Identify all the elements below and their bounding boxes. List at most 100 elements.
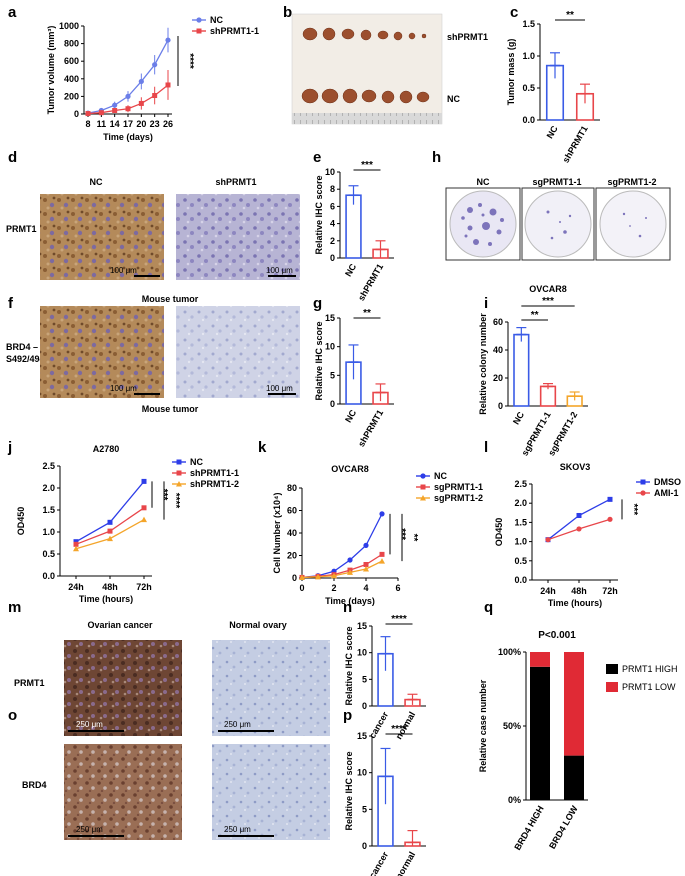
chart-title: SKOV3 [560, 462, 591, 472]
ihc-image-cancer-prmt1 [64, 640, 182, 736]
y-tick-label: 0.5 [42, 549, 55, 559]
data-point [576, 512, 582, 518]
scale-bar-label: 250 μm [76, 825, 103, 834]
x-tick-label: BRD4 HIGH [512, 804, 545, 852]
y-tick-label: 5 [362, 674, 367, 684]
x-tick-label: 8 [85, 119, 90, 129]
y-tick-label: 5 [330, 370, 335, 380]
y-tick-label: 10 [357, 768, 367, 778]
panel-letter-c: c [510, 4, 518, 21]
x-tick-label: 17 [123, 119, 133, 129]
panel-letter-d: d [8, 149, 17, 166]
plate-label-sg1: sgPRMT1-1 [532, 177, 581, 187]
ihc-image-sh-prmt1 [176, 194, 300, 280]
y-tick-label: 0.5 [514, 556, 527, 566]
data-point [363, 562, 369, 567]
significance-label: *** [542, 296, 554, 307]
ihc-row-prmt1-human: PRMT1 [14, 678, 45, 688]
y-tick-label: 50% [503, 721, 521, 731]
x-tick-label: 14 [110, 119, 120, 129]
significance-label: ** [363, 308, 371, 319]
panel-letter-a: a [8, 4, 17, 21]
x-tick-label: 72h [602, 586, 618, 596]
data-point [379, 511, 385, 517]
x-axis-label: Time (days) [325, 596, 375, 606]
y-tick-label: 60 [287, 506, 297, 516]
legend-label: NC [190, 457, 203, 467]
scale-bar-label: 250 μm [76, 720, 103, 729]
data-point [85, 111, 91, 117]
y-tick-label: 8 [330, 184, 335, 194]
y-tick-label: 10 [325, 342, 335, 352]
data-point [315, 573, 321, 580]
x-axis-label: Time (days) [103, 132, 153, 142]
x-tick-label: 23 [150, 119, 160, 129]
data-point [141, 516, 147, 523]
series-line [301, 513, 383, 579]
y-tick-label: 1.0 [522, 51, 535, 61]
data-point [363, 566, 369, 572]
stacked-bar-segment [530, 666, 550, 800]
data-point [165, 37, 171, 43]
scale-bar-label: 100 μm [266, 266, 293, 275]
y-tick-label: 0 [498, 401, 503, 411]
stacked-bar-segment [564, 652, 584, 756]
data-point [125, 93, 131, 99]
panel-letter-h: h [432, 149, 441, 166]
chart-title: OVCAR8 [331, 464, 369, 474]
legend-label: shPRMT1-1 [190, 468, 239, 478]
data-point [420, 484, 426, 490]
data-point [73, 545, 79, 552]
legend-label: NC [434, 471, 447, 481]
y-axis-label: Relative IHC score [314, 321, 324, 400]
y-tick-label: 2.0 [514, 498, 527, 508]
y-tick-label: 20 [493, 373, 503, 383]
x-tick-label: 72h [136, 582, 152, 592]
plate-label-sg2: sgPRMT1-2 [607, 177, 656, 187]
legend-label: shPRMT1-1 [210, 26, 259, 36]
y-tick-label: 0% [508, 795, 521, 805]
data-point [196, 17, 202, 23]
x-tick-label: 6 [395, 583, 400, 593]
legend-swatch [606, 682, 618, 692]
legend-label: shPRMT1-2 [190, 479, 239, 489]
x-tick-label: 2 [331, 583, 336, 593]
significance-label: ** [531, 310, 539, 321]
data-point [165, 82, 171, 88]
y-axis-label: Tumor volume (mm³) [46, 26, 56, 115]
caption-mouse-tumor: Mouse tumor [142, 294, 199, 304]
colony-plates [445, 187, 671, 261]
ihc-image-sh-brd4 [176, 306, 300, 398]
x-tick-label: shPRMT1 [561, 124, 590, 165]
y-axis-label: Relative IHC score [344, 751, 354, 830]
data-point [640, 490, 646, 496]
legend-label: PRMT1 HIGH [622, 664, 678, 674]
ihc-row-brd4-line1: BRD4 – [6, 342, 38, 352]
x-tick-label: 48h [571, 586, 587, 596]
y-axis-label: OD450 [494, 518, 504, 547]
y-tick-label: 15 [325, 313, 335, 323]
y-tick-label: 1.5 [514, 517, 527, 527]
data-point [347, 557, 353, 563]
data-point [379, 558, 385, 564]
scale-bar-label: 250 μm [224, 825, 251, 834]
stacked-bar-segment [564, 755, 584, 800]
panel-letter-k: k [258, 439, 267, 456]
legend-label: DMSO [654, 477, 681, 487]
ihc-col-nc: NC [90, 177, 103, 187]
data-point [176, 470, 182, 476]
ihc-image-normal-prmt1 [212, 640, 330, 736]
legend-label: AMI-1 [654, 488, 679, 498]
significance-label: **** [184, 53, 195, 69]
x-tick-label: NC [545, 124, 560, 141]
significance-label: ** [566, 10, 574, 21]
y-tick-label: 0 [292, 573, 297, 583]
significance-label: *** [628, 504, 639, 516]
panel-letter-f: f [8, 295, 14, 312]
y-tick-label: 80 [287, 483, 297, 493]
scale-bar-label: 100 μm [110, 266, 137, 275]
y-tick-label: 0 [330, 253, 335, 263]
y-tick-label: 10 [357, 648, 367, 658]
y-tick-label: 1000 [59, 21, 79, 31]
